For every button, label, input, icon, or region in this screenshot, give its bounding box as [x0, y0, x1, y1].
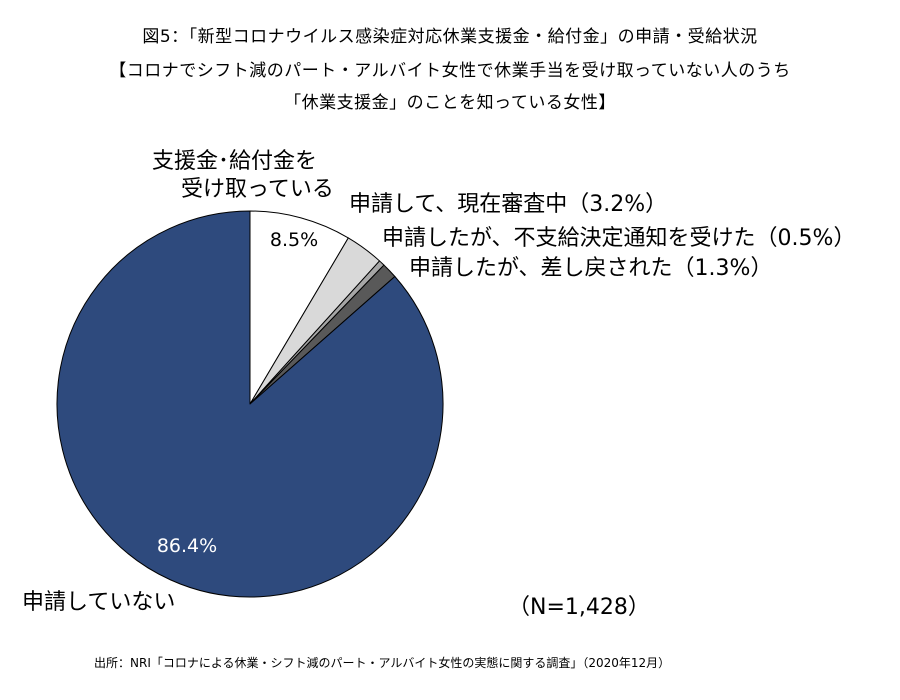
label-received-line1: 支援金･給付金を [152, 149, 318, 174]
pie-slice-label-0: 8.5% [270, 229, 318, 251]
chart-subtitle: 【コロナでシフト減のパート・アルバイト女性で休業手当を受け取っていない人のうち [109, 61, 791, 81]
source-note: 出所：NRI「コロナによる休業・シフト減のパート・アルバイト女性の実態に関する調… [94, 656, 671, 670]
pie-slice-label-4: 86.4% [157, 535, 217, 557]
label-pending: 申請して、現在審査中（3.2%） [349, 192, 668, 217]
label-received-line2: 受け取っている [181, 177, 334, 202]
sample-size-label: （N=1,428） [508, 595, 650, 620]
pie-slice-0 [249, 210, 349, 405]
pie-slice-4 [56, 210, 444, 598]
label-rejected: 申請したが、不支給決定通知を受けた（0.5%） [382, 226, 856, 251]
chart-subtitle-2: 「休業支援金」のことを知っている女性】 [284, 93, 616, 113]
label-not-applied: 申請していない [22, 590, 176, 615]
label-returned: 申請したが、差し戻された（1.3%） [409, 256, 773, 281]
chart-title: 図5：「新型コロナウイルス感染症対応休業支援金・給付金」の申請・受給状況 [142, 27, 758, 47]
